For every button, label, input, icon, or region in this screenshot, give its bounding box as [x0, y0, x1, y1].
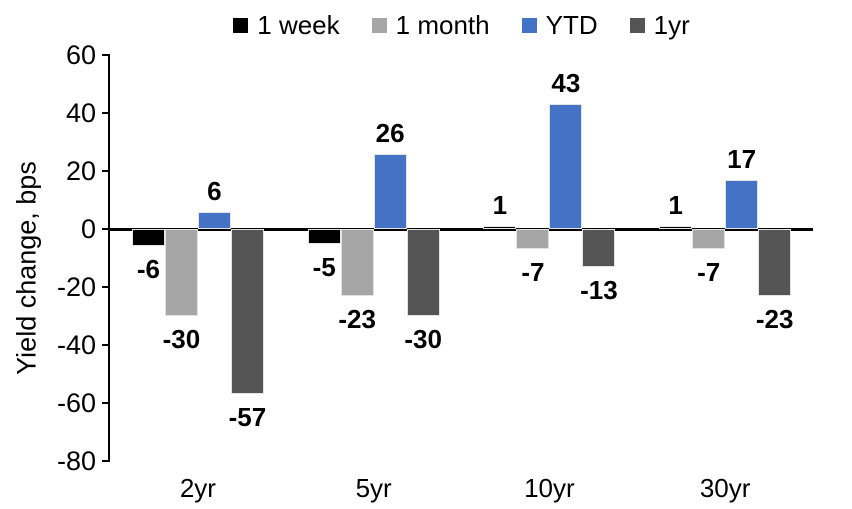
x-category-label-5yr: 5yr: [355, 473, 392, 503]
bar-value-label-1-month-10yr: -7: [521, 257, 545, 288]
bar-value-label-ytd-10yr: 43: [551, 68, 581, 99]
legend: 1 week 1 month YTD 1yr: [110, 7, 813, 43]
bar-1yr-10yr: [582, 229, 616, 267]
bar-value-label-1yr-5yr: -30: [404, 324, 442, 354]
bar-value-label-1-week-30yr: 1: [668, 190, 683, 221]
y-tick-mark: [102, 112, 110, 114]
legend-label: YTD: [545, 10, 598, 40]
bar-ytd-10yr: [549, 104, 583, 229]
x-category-label-10yr: 10yr: [524, 473, 575, 503]
y-tick-label: 40: [65, 98, 96, 128]
y-tick-label: 60: [65, 40, 96, 70]
y-axis-line: [108, 55, 110, 461]
bar-1yr-30yr: [758, 229, 792, 296]
bar-value-label-ytd-2yr: 6: [207, 175, 222, 206]
bar-1yr-5yr: [406, 229, 440, 316]
bar-1-month-2yr: [164, 229, 198, 316]
x-category-label-2yr: 2yr: [179, 473, 216, 503]
bar-1-month-10yr: [516, 229, 550, 250]
bar-value-label-1-week-2yr: -6: [136, 254, 160, 285]
y-tick-mark: [102, 54, 110, 56]
bar-value-label-1-week-5yr: -5: [312, 251, 336, 282]
y-tick-label: -40: [56, 330, 96, 360]
bar-ytd-5yr: [373, 153, 407, 229]
legend-item-1-month: 1 month: [371, 10, 490, 40]
bar-1-week-5yr: [307, 229, 341, 244]
legend-label: 1yr: [653, 10, 690, 40]
bar-value-label-1yr-30yr: -23: [755, 303, 794, 334]
y-tick-mark: [102, 286, 110, 288]
x-category-label-30yr: 30yr: [699, 473, 751, 503]
y-tick-mark: [102, 228, 110, 230]
bar-ytd-30yr: [725, 179, 759, 229]
legend-item-ytd: YTD: [521, 10, 598, 40]
legend-item-1-week: 1 week: [233, 10, 340, 40]
y-tick-label: -60: [56, 388, 96, 418]
bar-1-week-2yr: [131, 229, 165, 247]
bar-1-month-5yr: [340, 229, 374, 296]
y-tick-mark: [102, 170, 110, 172]
y-tick-label: 20: [65, 156, 96, 186]
legend-item-1yr: 1yr: [629, 10, 690, 40]
bar-1yr-2yr: [230, 229, 264, 395]
bar-value-label-1-month-5yr: -23: [338, 303, 376, 334]
y-tick-mark: [102, 344, 110, 346]
legend-swatch-icon: [371, 17, 387, 33]
legend-swatch-icon: [233, 17, 249, 33]
bar-ytd-2yr: [197, 211, 231, 229]
y-tick-label: -20: [56, 272, 96, 302]
bar-value-label-1-month-30yr: -7: [697, 257, 721, 288]
bar-value-label-1yr-10yr: -13: [580, 274, 618, 305]
bar-1-month-30yr: [692, 229, 726, 250]
legend-swatch-icon: [521, 17, 537, 33]
bar-value-label-1-week-10yr: 1: [492, 190, 508, 221]
bar-1-week-10yr: [483, 226, 517, 229]
bar-1-week-30yr: [659, 226, 693, 229]
legend-label: 1 week: [257, 10, 340, 40]
y-tick-label: -80: [56, 446, 96, 476]
legend-label: 1 month: [395, 10, 490, 40]
bar-value-label-ytd-5yr: 26: [375, 117, 405, 148]
bar-value-label-ytd-30yr: 17: [727, 143, 757, 174]
bar-value-label-1-month-2yr: -30: [162, 324, 201, 354]
legend-swatch-icon: [629, 17, 645, 33]
y-tick-mark: [102, 402, 110, 404]
y-tick-mark: [102, 460, 110, 462]
bar-value-label-1yr-2yr: -57: [228, 402, 267, 433]
y-tick-label: 0: [80, 214, 96, 244]
zero-baseline: [110, 227, 813, 231]
